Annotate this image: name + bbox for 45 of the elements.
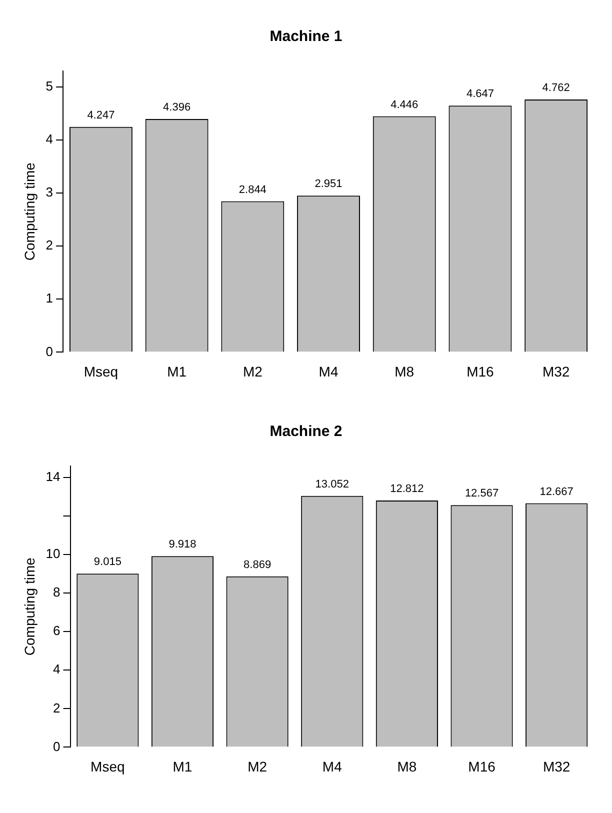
data-label: 4.762 bbox=[542, 82, 570, 94]
y-tick-label: 14 bbox=[46, 469, 60, 484]
data-label: 12.567 bbox=[464, 488, 499, 500]
x-tick-label: M1 bbox=[172, 758, 192, 774]
chart-title: Machine 1 bbox=[270, 28, 342, 46]
data-label: 9.918 bbox=[168, 538, 196, 551]
x-tick-label: M8 bbox=[397, 758, 417, 774]
x-tick-label: M2 bbox=[242, 363, 263, 380]
data-label: 12.667 bbox=[540, 486, 574, 498]
y-tick-label: 4 bbox=[53, 662, 60, 677]
data-label: 9.015 bbox=[94, 556, 122, 568]
y-tick-label: 0 bbox=[46, 344, 54, 359]
x-tick-label: M4 bbox=[318, 363, 338, 380]
data-label: 2.844 bbox=[238, 184, 266, 196]
y-tick-label: 5 bbox=[46, 78, 54, 94]
x-tick-label: M2 bbox=[248, 758, 268, 774]
data-label: 12.812 bbox=[390, 482, 424, 495]
y-tick-label: 6 bbox=[53, 623, 60, 638]
x-tick-label: M32 bbox=[542, 758, 570, 774]
data-label: 4.446 bbox=[390, 98, 418, 111]
chart-title: Machine 2 bbox=[270, 423, 342, 440]
x-tick-label: M16 bbox=[466, 363, 494, 380]
data-label: 4.247 bbox=[87, 109, 115, 122]
y-axis-title: Computing time bbox=[21, 557, 38, 656]
y-tick-label: 0 bbox=[53, 738, 60, 754]
data-label: 2.951 bbox=[314, 178, 342, 190]
y-tick-label: 1 bbox=[46, 290, 54, 306]
y-tick-label: 2 bbox=[46, 238, 54, 253]
y-tick-label: 2 bbox=[53, 700, 60, 716]
y-tick-label: 3 bbox=[46, 184, 54, 200]
data-label: 8.869 bbox=[244, 558, 272, 571]
x-tick-label: M4 bbox=[322, 758, 342, 774]
x-tick-label: Mseq bbox=[90, 758, 125, 774]
x-tick-label: M8 bbox=[394, 363, 414, 380]
x-tick-label: Mseq bbox=[84, 363, 118, 380]
y-tick-label: 10 bbox=[46, 546, 60, 562]
x-tick-label: M1 bbox=[167, 363, 187, 380]
y-axis-title: Computing time bbox=[21, 162, 38, 261]
y-tick-label: 4 bbox=[46, 132, 54, 147]
y-tick-label: 8 bbox=[53, 584, 60, 600]
x-tick-label: M16 bbox=[468, 758, 496, 774]
x-tick-label: M32 bbox=[542, 363, 570, 380]
data-label: 4.396 bbox=[163, 101, 191, 114]
data-label: 4.647 bbox=[466, 88, 494, 100]
data-label: 13.052 bbox=[315, 478, 349, 490]
